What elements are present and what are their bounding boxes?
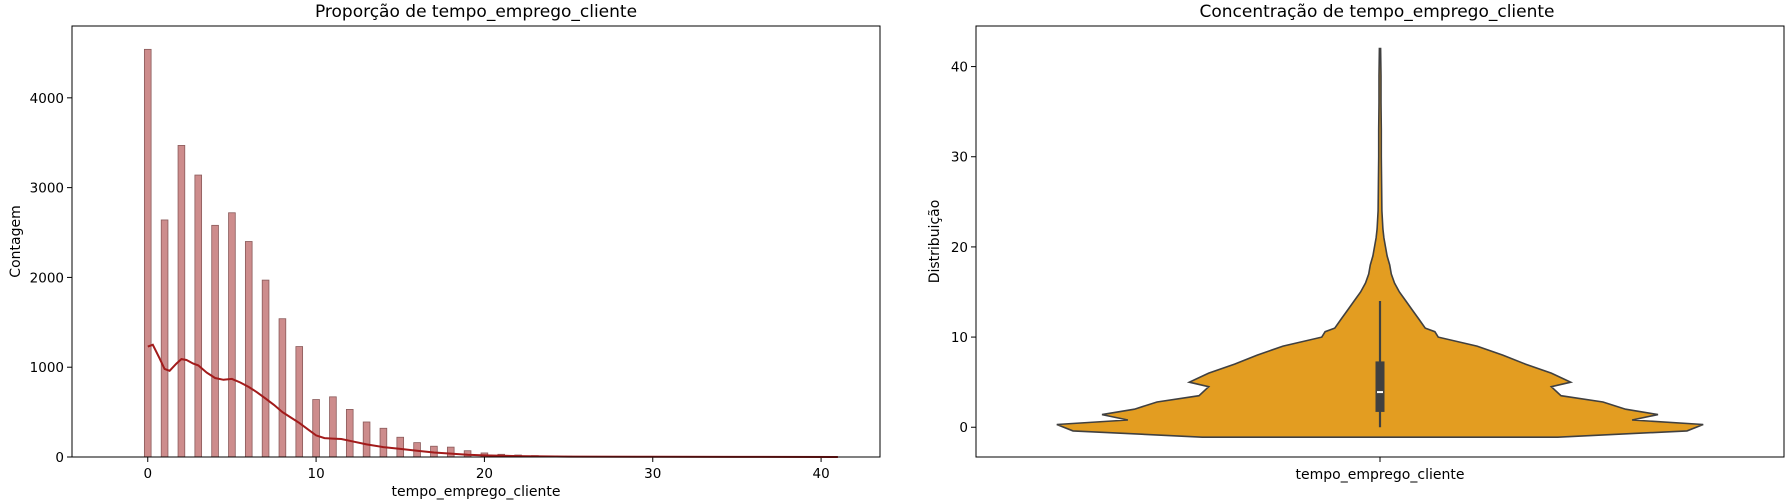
violin-box xyxy=(1375,301,1385,428)
violin-x-label: tempo_emprego_cliente xyxy=(1296,467,1465,483)
violin-x-axis: tempo_emprego_cliente xyxy=(1296,457,1465,483)
kde-line xyxy=(147,343,838,458)
histogram-bar xyxy=(278,318,287,458)
y-tick-label: 10 xyxy=(951,330,968,346)
histogram-x-label: tempo_emprego_cliente xyxy=(392,484,561,500)
histogram-y-label: Contagem xyxy=(8,205,24,277)
violin-y-label: Distribuição xyxy=(927,200,943,284)
histogram-bar xyxy=(329,396,337,458)
y-tick-label: 0 xyxy=(55,450,64,466)
violin-title: Concentração de tempo_emprego_cliente xyxy=(1199,2,1554,22)
histogram-chart: Proporção de tempo_emprego_cliente 01000… xyxy=(8,2,881,500)
x-tick-label: 20 xyxy=(476,466,493,482)
violin-y-axis: 0 10 20 30 40 xyxy=(951,60,976,436)
histogram-bar xyxy=(379,427,388,458)
violin-body xyxy=(1056,47,1704,438)
y-tick-label: 1000 xyxy=(30,360,64,376)
y-tick-label: 20 xyxy=(951,240,968,256)
x-tick-label: 0 xyxy=(143,466,152,482)
histogram-bar xyxy=(143,48,152,458)
histogram-bar xyxy=(261,279,270,458)
histogram-bar xyxy=(244,241,253,458)
violin-chart: Concentração de tempo_emprego_cliente 0 1… xyxy=(927,2,1785,483)
histogram-bar xyxy=(211,224,219,458)
x-tick-label: 40 xyxy=(812,466,829,482)
histogram-bar xyxy=(194,174,203,458)
y-tick-label: 40 xyxy=(951,60,968,76)
histogram-bar xyxy=(228,212,236,458)
histogram-bar xyxy=(312,399,320,458)
histogram-x-axis: 0 10 20 30 40 xyxy=(143,457,830,482)
histogram-bar xyxy=(362,421,371,458)
histogram-y-axis: 0 1000 2000 3000 4000 xyxy=(30,91,72,466)
histogram-bars xyxy=(143,48,825,458)
histogram-bar xyxy=(177,145,186,458)
y-tick-label: 0 xyxy=(959,420,968,436)
histogram-bar xyxy=(345,409,354,458)
y-tick-label: 30 xyxy=(951,150,968,166)
histogram-bar xyxy=(396,436,405,458)
y-tick-label: 3000 xyxy=(30,181,64,197)
violin-iqr-box xyxy=(1375,361,1385,412)
histogram-bar xyxy=(446,446,455,458)
histogram-bar xyxy=(295,346,304,458)
x-tick-label: 30 xyxy=(644,466,661,482)
x-tick-label: 10 xyxy=(307,466,324,482)
histogram-title: Proporção de tempo_emprego_cliente xyxy=(315,2,637,22)
histogram-frame xyxy=(71,25,881,458)
histogram-bar xyxy=(160,219,169,458)
y-tick-label: 4000 xyxy=(30,91,64,107)
y-tick-label: 2000 xyxy=(30,270,64,286)
